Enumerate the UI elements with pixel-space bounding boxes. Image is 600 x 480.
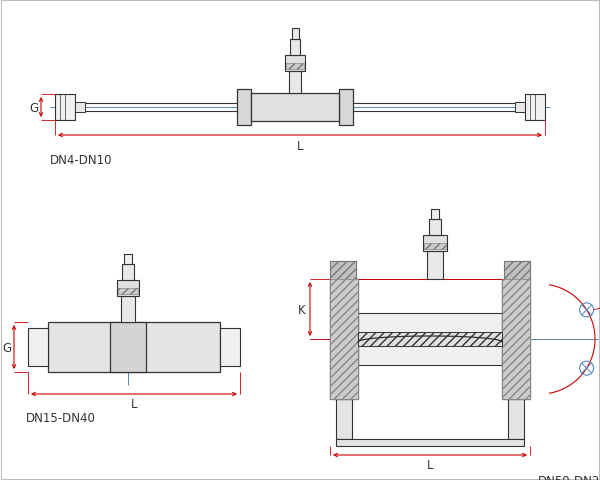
Bar — [508, 399, 524, 439]
Bar — [330, 279, 358, 399]
Bar — [110, 323, 146, 372]
Bar — [358, 313, 502, 365]
Bar — [504, 262, 530, 279]
Bar — [427, 252, 443, 279]
Bar — [48, 323, 220, 372]
Text: L: L — [131, 397, 137, 411]
Bar — [285, 56, 305, 72]
Text: G: G — [29, 101, 38, 114]
Bar — [502, 279, 530, 399]
Bar — [122, 264, 134, 280]
Text: DN4-DN10: DN4-DN10 — [50, 153, 113, 166]
Bar — [28, 328, 48, 366]
Text: DN50-DN200: DN50-DN200 — [538, 475, 600, 480]
Bar — [336, 399, 352, 439]
Bar — [121, 296, 135, 323]
Text: L: L — [427, 458, 433, 471]
Bar — [286, 64, 304, 70]
Text: G: G — [2, 341, 11, 354]
Bar — [429, 219, 441, 236]
Bar — [290, 40, 300, 56]
Text: K: K — [298, 303, 306, 316]
Bar — [237, 90, 251, 126]
Bar — [330, 262, 356, 279]
Bar — [55, 95, 75, 121]
Bar — [289, 72, 301, 94]
Bar — [75, 103, 85, 113]
Bar — [118, 288, 138, 294]
Bar — [431, 210, 439, 219]
Bar — [336, 439, 524, 446]
Bar — [330, 262, 356, 279]
Bar — [330, 279, 358, 399]
Bar — [358, 332, 502, 346]
Bar — [292, 29, 299, 40]
Bar — [504, 262, 530, 279]
Bar — [423, 236, 447, 252]
Bar — [515, 103, 525, 113]
Bar — [251, 94, 339, 122]
Bar — [525, 95, 545, 121]
Bar — [124, 254, 132, 264]
Bar — [339, 90, 353, 126]
Bar — [117, 280, 139, 296]
Text: DN15-DN40: DN15-DN40 — [26, 412, 96, 425]
Text: L: L — [297, 139, 303, 152]
Bar — [424, 243, 446, 250]
Bar — [220, 328, 240, 366]
Bar — [502, 279, 530, 399]
